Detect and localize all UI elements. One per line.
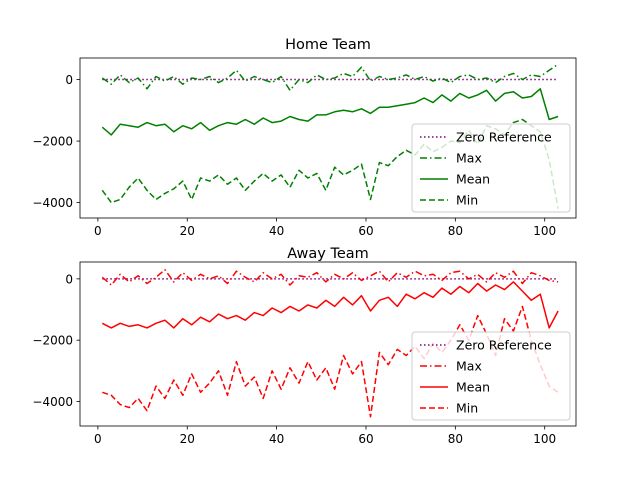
panel-2-series-mean: [101, 281, 559, 329]
panel-1-title: Home Team: [285, 37, 371, 53]
panel-1-ytick-label-2: −4000: [32, 196, 73, 210]
panel-2-legend-label-0: Zero Reference: [456, 338, 552, 353]
panel-1-xtick-label-0: 0: [94, 224, 102, 238]
panel-1-xtick-label-3: 60: [358, 224, 373, 238]
panel-1-legend-label-2: Mean: [456, 172, 490, 187]
panel-2-axes-frame: [79, 261, 577, 427]
panel-2-xtick-label-3: 60: [358, 432, 373, 446]
panel-1-xtick-label-2: 40: [269, 224, 284, 238]
panel-2-xtick-label-1: 20: [180, 432, 195, 446]
panel-2-legend-box: [411, 331, 571, 421]
panel-2-xtick-label-4: 80: [448, 432, 463, 446]
panel-1-xtick-label-4: 80: [448, 224, 463, 238]
panel-1-ytick-label-1: −2000: [32, 135, 73, 149]
panel-2-ytick-label-0: 0: [65, 272, 73, 286]
panel-2-xtick-label-0: 0: [94, 432, 102, 446]
panel-1-legend-box: [411, 123, 571, 213]
panel-2-title: Away Team: [287, 246, 369, 262]
panel-1-legend-label-3: Min: [456, 193, 478, 208]
panel-1-axes-frame: [79, 57, 577, 219]
panel-1-xtick-label-5: 100: [533, 224, 556, 238]
panel-2-legend-label-2: Mean: [456, 380, 490, 395]
panel-2-ytick-label-1: −2000: [32, 334, 73, 348]
panel-2-series-min: [102, 305, 559, 418]
panel-1-ytick-label-0: 0: [65, 73, 73, 87]
panel-2-ytick-label-2: −4000: [32, 395, 73, 409]
panel-2-legend-label-1: Max: [456, 359, 482, 374]
panel-1-xtick-label-1: 20: [180, 224, 195, 238]
panel-1-series-mean: [101, 88, 559, 136]
panel-1-legend-label-0: Zero Reference: [456, 130, 552, 145]
panel-1-legend-label-1: Max: [456, 151, 482, 166]
panel-2-legend-label-3: Min: [456, 401, 478, 416]
panel-2-xtick-label-2: 40: [269, 432, 284, 446]
panel-1-series-min: [101, 118, 559, 209]
panel-2-xtick-label-5: 100: [533, 432, 556, 446]
panel-2-series-max: [101, 268, 559, 286]
